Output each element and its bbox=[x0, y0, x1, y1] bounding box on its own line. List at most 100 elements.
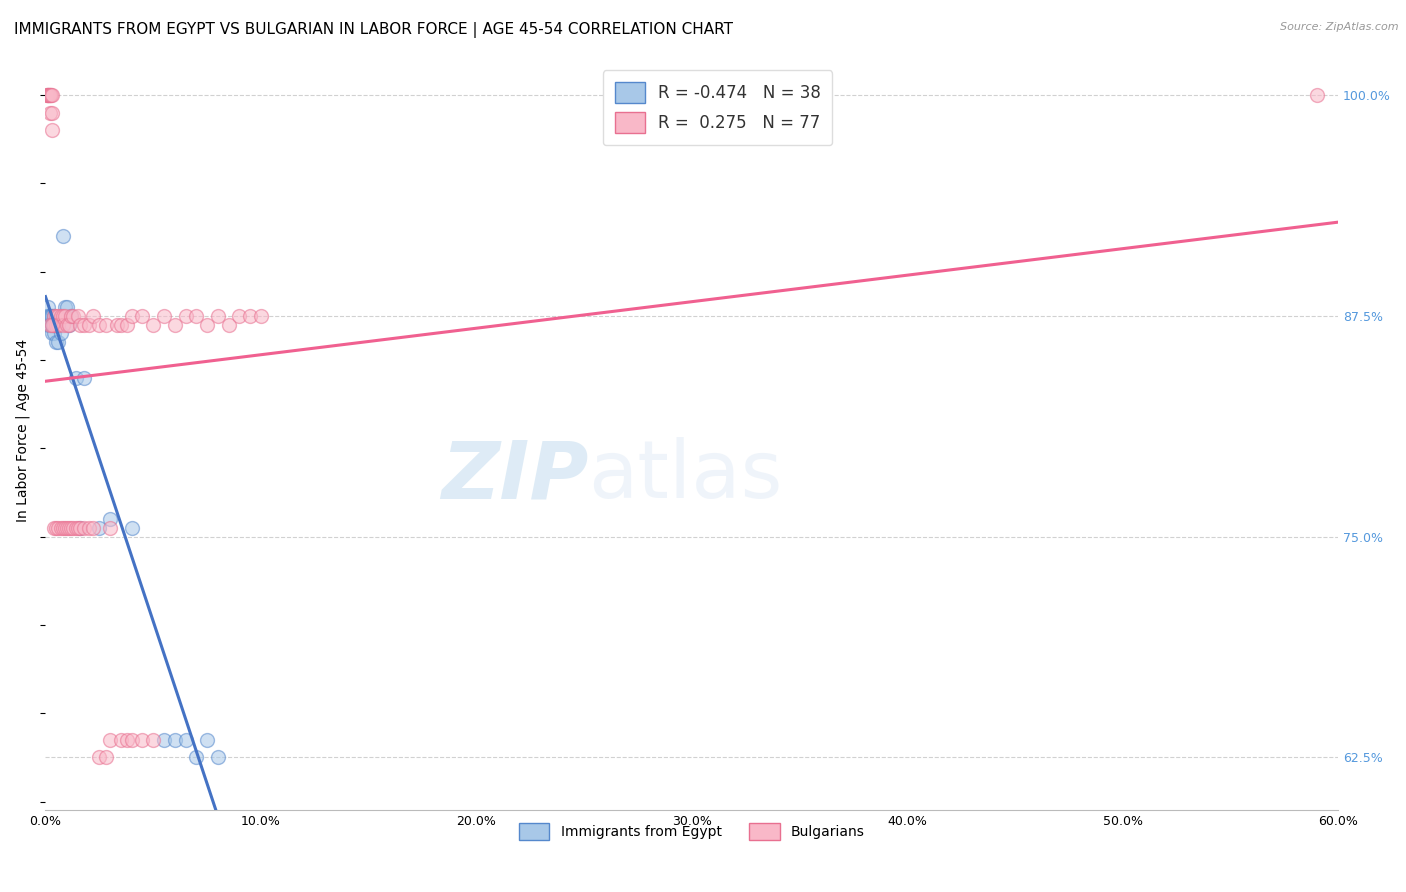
Text: ZIP: ZIP bbox=[441, 437, 589, 516]
Point bbox=[49, 521, 72, 535]
Point bbox=[73, 318, 96, 332]
Point bbox=[52, 229, 75, 244]
Point bbox=[60, 309, 83, 323]
Point bbox=[38, 309, 60, 323]
Point bbox=[94, 750, 117, 764]
Point bbox=[56, 318, 79, 332]
Y-axis label: In Labor Force | Age 45-54: In Labor Force | Age 45-54 bbox=[15, 339, 30, 522]
Point bbox=[121, 521, 143, 535]
Text: Source: ZipAtlas.com: Source: ZipAtlas.com bbox=[1281, 22, 1399, 32]
Point bbox=[48, 521, 70, 535]
Point bbox=[42, 326, 65, 341]
Point bbox=[98, 521, 121, 535]
Point bbox=[52, 318, 75, 332]
Point bbox=[41, 309, 63, 323]
Point bbox=[45, 521, 67, 535]
Point bbox=[174, 309, 197, 323]
Point bbox=[66, 521, 89, 535]
Point bbox=[98, 732, 121, 747]
Legend: Immigrants from Egypt, Bulgarians: Immigrants from Egypt, Bulgarians bbox=[513, 817, 870, 846]
Point bbox=[142, 318, 165, 332]
Point bbox=[82, 521, 104, 535]
Point bbox=[38, 87, 60, 102]
Point bbox=[239, 309, 262, 323]
Point bbox=[37, 318, 59, 332]
Point bbox=[52, 521, 75, 535]
Point bbox=[186, 750, 208, 764]
Point bbox=[37, 309, 59, 323]
Point bbox=[62, 521, 84, 535]
Point bbox=[38, 105, 60, 120]
Point bbox=[62, 309, 84, 323]
Text: atlas: atlas bbox=[589, 437, 783, 516]
Point bbox=[195, 318, 218, 332]
Point bbox=[42, 318, 65, 332]
Point bbox=[37, 87, 59, 102]
Point bbox=[56, 300, 79, 314]
Point bbox=[60, 521, 83, 535]
Point bbox=[38, 309, 60, 323]
Point bbox=[39, 309, 62, 323]
Point bbox=[228, 856, 250, 871]
Point bbox=[77, 521, 100, 535]
Point bbox=[48, 335, 70, 350]
Point bbox=[65, 370, 87, 384]
Point bbox=[142, 732, 165, 747]
Point bbox=[153, 309, 176, 323]
Point bbox=[38, 87, 60, 102]
Point bbox=[41, 326, 63, 341]
Point bbox=[42, 309, 65, 323]
Point bbox=[195, 732, 218, 747]
Text: IMMIGRANTS FROM EGYPT VS BULGARIAN IN LABOR FORCE | AGE 45-54 CORRELATION CHART: IMMIGRANTS FROM EGYPT VS BULGARIAN IN LA… bbox=[14, 22, 733, 38]
Point bbox=[48, 309, 70, 323]
Point bbox=[52, 309, 75, 323]
Point bbox=[131, 309, 153, 323]
Point bbox=[37, 87, 59, 102]
Point bbox=[89, 318, 111, 332]
Point bbox=[35, 309, 58, 323]
Point bbox=[48, 318, 70, 332]
Point bbox=[53, 309, 76, 323]
Point bbox=[53, 300, 76, 314]
Point bbox=[82, 309, 104, 323]
Point bbox=[163, 732, 186, 747]
Point bbox=[117, 318, 139, 332]
Point bbox=[48, 318, 70, 332]
Point bbox=[89, 521, 111, 535]
Point bbox=[56, 521, 79, 535]
Point bbox=[49, 326, 72, 341]
Point bbox=[58, 318, 80, 332]
Point bbox=[117, 732, 139, 747]
Point bbox=[69, 318, 91, 332]
Point bbox=[207, 750, 229, 764]
Point bbox=[41, 87, 63, 102]
Point bbox=[41, 318, 63, 332]
Point bbox=[228, 309, 250, 323]
Point bbox=[105, 318, 128, 332]
Point bbox=[42, 318, 65, 332]
Point bbox=[58, 318, 80, 332]
Point bbox=[42, 309, 65, 323]
Point bbox=[121, 732, 143, 747]
Point bbox=[153, 732, 176, 747]
Point bbox=[65, 521, 87, 535]
Point bbox=[60, 309, 83, 323]
Point bbox=[250, 309, 273, 323]
Point bbox=[37, 300, 59, 314]
Point bbox=[37, 87, 59, 102]
Point bbox=[110, 318, 132, 332]
Point bbox=[77, 318, 100, 332]
Point bbox=[49, 309, 72, 323]
Point bbox=[41, 318, 63, 332]
Point bbox=[58, 521, 80, 535]
Point bbox=[69, 521, 91, 535]
Point bbox=[174, 732, 197, 747]
Point bbox=[38, 318, 60, 332]
Point bbox=[69, 521, 91, 535]
Point bbox=[218, 318, 240, 332]
Point bbox=[73, 521, 96, 535]
Point bbox=[35, 87, 58, 102]
Point bbox=[38, 87, 60, 102]
Point bbox=[41, 105, 63, 120]
Point bbox=[1305, 87, 1327, 102]
